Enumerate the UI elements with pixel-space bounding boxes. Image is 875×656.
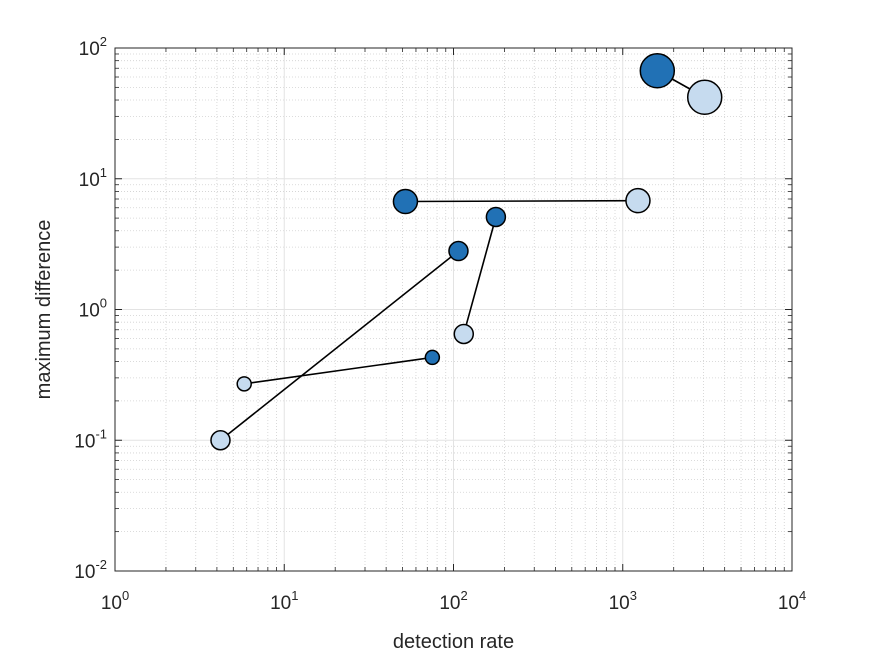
y-tick-label: 10-2 [74, 557, 107, 583]
x-tick-label: 103 [609, 588, 637, 614]
grid [114, 47, 793, 572]
markers [210, 52, 723, 451]
y-tick-label: 101 [79, 165, 107, 191]
x-tick-label: 102 [439, 588, 467, 614]
x-tick-label: 104 [778, 588, 806, 614]
light-marker-4 [625, 187, 651, 214]
light-marker-3 [453, 323, 475, 345]
connector-line-2 [219, 250, 459, 441]
light-marker-2 [210, 430, 231, 451]
light-marker-1 [236, 376, 252, 392]
y-tick-label: 102 [79, 34, 107, 60]
x-axis-label: detection rate [393, 631, 514, 653]
dark-marker-3 [485, 206, 507, 228]
x-tick-label: 101 [270, 588, 298, 614]
connector-line-3 [463, 216, 497, 335]
dark-marker-5 [639, 52, 676, 89]
dark-marker-4 [392, 188, 419, 215]
y-tick-label: 100 [79, 296, 107, 322]
connector-line-4 [405, 199, 638, 203]
x-tick-label: 100 [101, 588, 129, 614]
dark-marker-1 [424, 349, 441, 366]
y-axis-label: maximum difference [33, 220, 55, 400]
connector-line-1 [244, 356, 433, 385]
light-marker-5 [686, 79, 723, 116]
dark-marker-2 [448, 240, 469, 262]
y-tick-label: 10-1 [74, 426, 107, 452]
ticks: 100 101 102 103 104 10-2 10-1 100 101 102 [74, 34, 806, 614]
